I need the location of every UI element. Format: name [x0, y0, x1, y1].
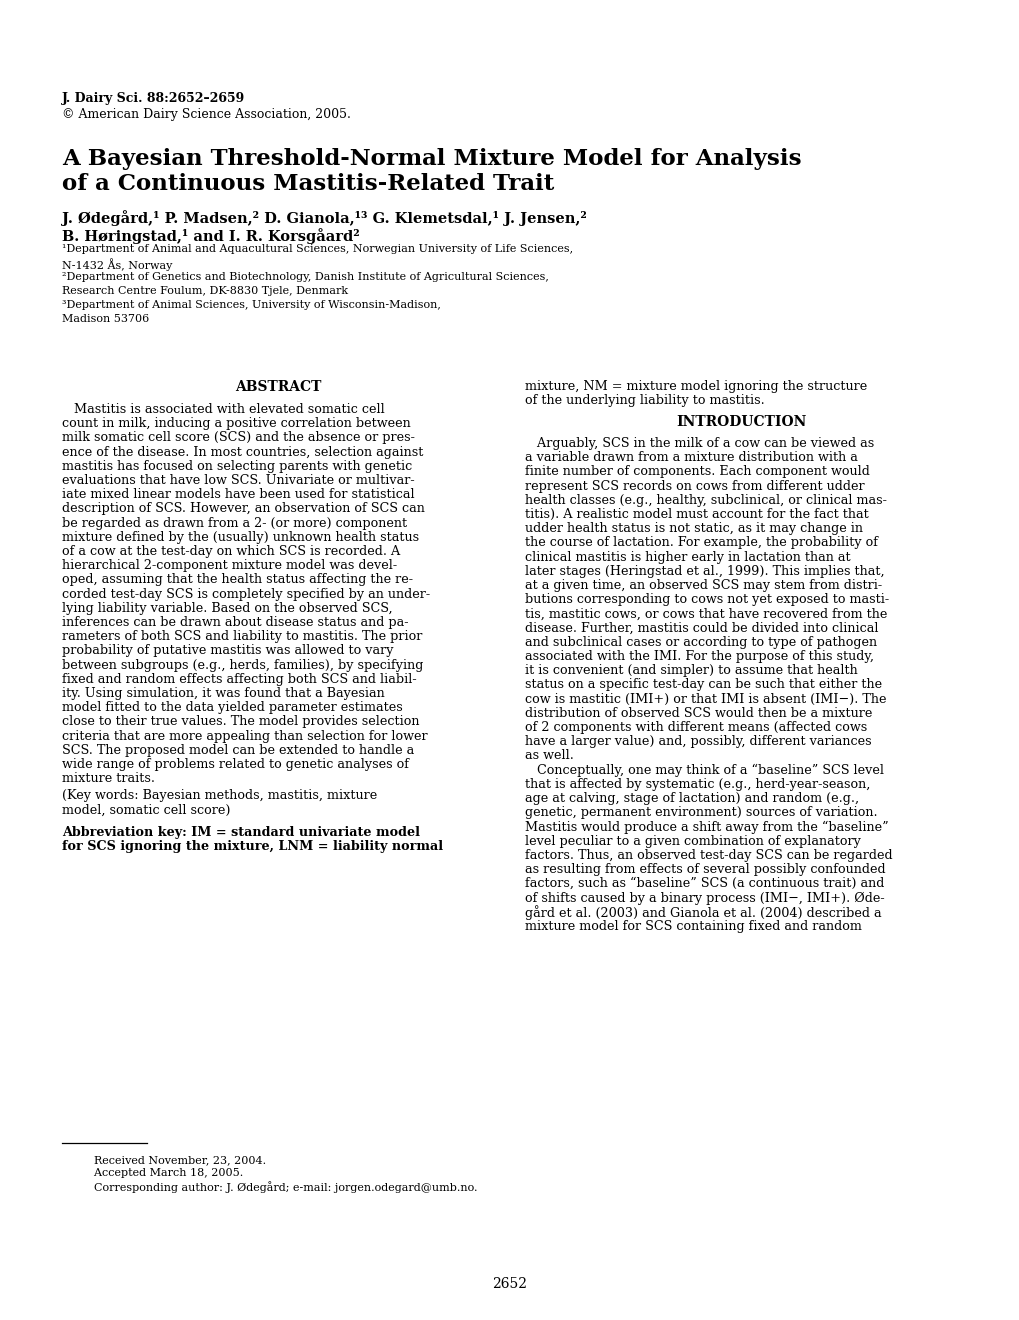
Text: model, somatic cell score): model, somatic cell score) — [62, 804, 230, 817]
Text: hierarchical 2-component mixture model was devel-: hierarchical 2-component mixture model w… — [62, 560, 396, 572]
Text: 2652: 2652 — [492, 1276, 527, 1291]
Text: ²Department of Genetics and Biotechnology, Danish Institute of Agricultural Scie: ²Department of Genetics and Biotechnolog… — [62, 272, 548, 282]
Text: clinical mastitis is higher early in lactation than at: clinical mastitis is higher early in lac… — [525, 550, 850, 564]
Text: cow is mastitic (IMI+) or that IMI is absent (IMI−). The: cow is mastitic (IMI+) or that IMI is ab… — [525, 693, 886, 706]
Text: mixture defined by the (usually) unknown health status: mixture defined by the (usually) unknown… — [62, 531, 419, 544]
Text: tis, mastitic cows, or cows that have recovered from the: tis, mastitic cows, or cows that have re… — [525, 607, 887, 620]
Text: SCS. The proposed model can be extended to handle a: SCS. The proposed model can be extended … — [62, 743, 414, 756]
Text: Abbreviation key: IM = standard univariate model: Abbreviation key: IM = standard univaria… — [62, 826, 420, 838]
Text: ABSTRACT: ABSTRACT — [235, 380, 321, 393]
Text: inferences can be drawn about disease status and pa-: inferences can be drawn about disease st… — [62, 616, 408, 630]
Text: Mastitis would produce a shift away from the “baseline”: Mastitis would produce a shift away from… — [525, 821, 888, 834]
Text: have a larger value) and, possibly, different variances: have a larger value) and, possibly, diff… — [525, 735, 871, 748]
Text: the course of lactation. For example, the probability of: the course of lactation. For example, th… — [525, 536, 877, 549]
Text: © American Dairy Science Association, 2005.: © American Dairy Science Association, 20… — [62, 108, 351, 121]
Text: Mastitis is associated with elevated somatic cell: Mastitis is associated with elevated som… — [62, 403, 384, 416]
Text: finite number of components. Each component would: finite number of components. Each compon… — [525, 466, 869, 478]
Text: INTRODUCTION: INTRODUCTION — [676, 414, 806, 429]
Text: criteria that are more appealing than selection for lower: criteria that are more appealing than se… — [62, 730, 427, 743]
Text: of a cow at the test-day on which SCS is recorded. A: of a cow at the test-day on which SCS is… — [62, 545, 399, 558]
Text: ity. Using simulation, it was found that a Bayesian: ity. Using simulation, it was found that… — [62, 686, 384, 700]
Text: Received November, 23, 2004.: Received November, 23, 2004. — [79, 1155, 266, 1166]
Text: ³Department of Animal Sciences, University of Wisconsin-Madison,: ³Department of Animal Sciences, Universi… — [62, 300, 440, 310]
Text: status on a specific test-day can be such that either the: status on a specific test-day can be suc… — [525, 678, 881, 692]
Text: mastitis has focused on selecting parents with genetic: mastitis has focused on selecting parent… — [62, 459, 412, 473]
Text: of a Continuous Mastitis-Related Trait: of a Continuous Mastitis-Related Trait — [62, 173, 553, 195]
Text: distribution of observed SCS would then be a mixture: distribution of observed SCS would then … — [525, 706, 871, 719]
Text: evaluations that have low SCS. Univariate or multivar-: evaluations that have low SCS. Univariat… — [62, 474, 414, 487]
Text: as well.: as well. — [525, 750, 574, 763]
Text: Madison 53706: Madison 53706 — [62, 314, 149, 323]
Text: Arguably, SCS in the milk of a cow can be viewed as: Arguably, SCS in the milk of a cow can b… — [525, 437, 873, 450]
Text: wide range of problems related to genetic analyses of: wide range of problems related to geneti… — [62, 758, 409, 771]
Text: at a given time, an observed SCS may stem from distri-: at a given time, an observed SCS may ste… — [525, 579, 881, 591]
Text: of shifts caused by a binary process (IMI−, IMI+). Øde-: of shifts caused by a binary process (IM… — [525, 891, 883, 904]
Text: model fitted to the data yielded parameter estimates: model fitted to the data yielded paramet… — [62, 701, 403, 714]
Text: mixture model for SCS containing fixed and random: mixture model for SCS containing fixed a… — [525, 920, 861, 933]
Text: ¹Department of Animal and Aquacultural Sciences, Norwegian University of Life Sc: ¹Department of Animal and Aquacultural S… — [62, 244, 573, 253]
Text: corded test-day SCS is completely specified by an under-: corded test-day SCS is completely specif… — [62, 587, 430, 601]
Text: N-1432 Ås, Norway: N-1432 Ås, Norway — [62, 257, 172, 271]
Text: titis). A realistic model must account for the fact that: titis). A realistic model must account f… — [525, 508, 868, 521]
Text: Corresponding author: J. Ødegård; e-mail: jorgen.odegard@umb.no.: Corresponding author: J. Ødegård; e-mail… — [79, 1181, 477, 1193]
Text: level peculiar to a given combination of explanatory: level peculiar to a given combination of… — [525, 834, 860, 847]
Text: later stages (Heringstad et al., 1999). This implies that,: later stages (Heringstad et al., 1999). … — [525, 565, 883, 578]
Text: of 2 components with different means (affected cows: of 2 components with different means (af… — [525, 721, 866, 734]
Text: close to their true values. The model provides selection: close to their true values. The model pr… — [62, 715, 419, 729]
Text: genetic, permanent environment) sources of variation.: genetic, permanent environment) sources … — [525, 807, 876, 820]
Text: disease. Further, mastitis could be divided into clinical: disease. Further, mastitis could be divi… — [525, 622, 877, 635]
Text: mixture traits.: mixture traits. — [62, 772, 155, 785]
Text: health classes (e.g., healthy, subclinical, or clinical mas-: health classes (e.g., healthy, subclinic… — [525, 494, 886, 507]
Text: age at calving, stage of lactation) and random (e.g.,: age at calving, stage of lactation) and … — [525, 792, 858, 805]
Text: it is convenient (and simpler) to assume that health: it is convenient (and simpler) to assume… — [525, 664, 857, 677]
Text: factors. Thus, an observed test-day SCS can be regarded: factors. Thus, an observed test-day SCS … — [525, 849, 892, 862]
Text: and subclinical cases or according to type of pathogen: and subclinical cases or according to ty… — [525, 636, 876, 649]
Text: description of SCS. However, an observation of SCS can: description of SCS. However, an observat… — [62, 503, 425, 515]
Text: udder health status is not static, as it may change in: udder health status is not static, as it… — [525, 523, 862, 535]
Text: B. Høringstad,¹ and I. R. Korsgåard²: B. Høringstad,¹ and I. R. Korsgåard² — [62, 228, 360, 244]
Text: associated with the IMI. For the purpose of this study,: associated with the IMI. For the purpose… — [525, 649, 873, 663]
Text: represent SCS records on cows from different udder: represent SCS records on cows from diffe… — [525, 479, 864, 492]
Text: lying liability variable. Based on the observed SCS,: lying liability variable. Based on the o… — [62, 602, 392, 615]
Text: that is affected by systematic (e.g., herd-year-season,: that is affected by systematic (e.g., he… — [525, 777, 869, 791]
Text: Research Centre Foulum, DK-8830 Tjele, Denmark: Research Centre Foulum, DK-8830 Tjele, D… — [62, 286, 347, 296]
Text: milk somatic cell score (SCS) and the absence or pres-: milk somatic cell score (SCS) and the ab… — [62, 432, 415, 445]
Text: rameters of both SCS and liability to mastitis. The prior: rameters of both SCS and liability to ma… — [62, 630, 422, 643]
Text: Accepted March 18, 2005.: Accepted March 18, 2005. — [79, 1168, 243, 1177]
Text: of the underlying liability to mastitis.: of the underlying liability to mastitis. — [525, 395, 764, 407]
Text: J. Dairy Sci. 88:2652–2659: J. Dairy Sci. 88:2652–2659 — [62, 92, 245, 106]
Text: J. Ødegård,¹ P. Madsen,² D. Gianola,¹³ G. Klemetsdal,¹ J. Jensen,²: J. Ødegård,¹ P. Madsen,² D. Gianola,¹³ G… — [62, 210, 586, 226]
Text: for SCS ignoring the mixture, LNM = liability normal: for SCS ignoring the mixture, LNM = liab… — [62, 840, 442, 853]
Text: butions corresponding to cows not yet exposed to masti-: butions corresponding to cows not yet ex… — [525, 593, 889, 606]
Text: gård et al. (2003) and Gianola et al. (2004) described a: gård et al. (2003) and Gianola et al. (2… — [525, 906, 880, 920]
Text: (Key words: Bayesian methods, mastitis, mixture: (Key words: Bayesian methods, mastitis, … — [62, 789, 377, 803]
Text: as resulting from effects of several possibly confounded: as resulting from effects of several pos… — [525, 863, 884, 876]
Text: fixed and random effects affecting both SCS and liabil-: fixed and random effects affecting both … — [62, 673, 416, 686]
Text: oped, assuming that the health status affecting the re-: oped, assuming that the health status af… — [62, 573, 413, 586]
Text: probability of putative mastitis was allowed to vary: probability of putative mastitis was all… — [62, 644, 393, 657]
Text: ence of the disease. In most countries, selection against: ence of the disease. In most countries, … — [62, 446, 423, 458]
Text: iate mixed linear models have been used for statistical: iate mixed linear models have been used … — [62, 488, 414, 502]
Text: factors, such as “baseline” SCS (a continuous trait) and: factors, such as “baseline” SCS (a conti… — [525, 878, 883, 890]
Text: A Bayesian Threshold-Normal Mixture Model for Analysis: A Bayesian Threshold-Normal Mixture Mode… — [62, 148, 801, 170]
Text: mixture, NM = mixture model ignoring the structure: mixture, NM = mixture model ignoring the… — [525, 380, 866, 393]
Text: count in milk, inducing a positive correlation between: count in milk, inducing a positive corre… — [62, 417, 411, 430]
Text: a variable drawn from a mixture distribution with a: a variable drawn from a mixture distribu… — [525, 451, 857, 465]
Text: between subgroups (e.g., herds, families), by specifying: between subgroups (e.g., herds, families… — [62, 659, 423, 672]
Text: be regarded as drawn from a 2- (or more) component: be regarded as drawn from a 2- (or more)… — [62, 516, 407, 529]
Text: Conceptually, one may think of a “baseline” SCS level: Conceptually, one may think of a “baseli… — [525, 763, 883, 777]
